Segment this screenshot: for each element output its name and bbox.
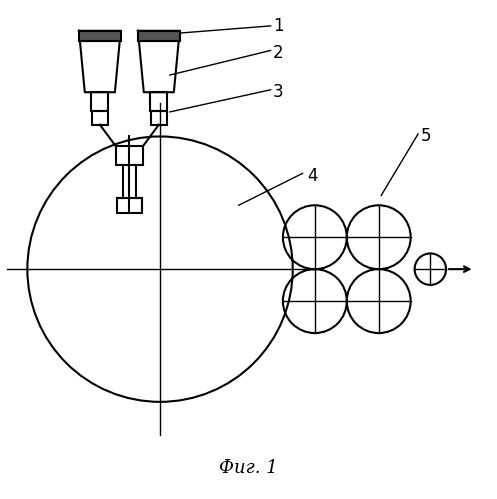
Text: 1: 1 <box>273 17 284 35</box>
Text: 2: 2 <box>273 44 284 62</box>
Bar <box>138 31 180 41</box>
Text: 3: 3 <box>273 83 284 101</box>
Bar <box>150 92 167 111</box>
Bar <box>117 198 142 213</box>
Text: Фиг. 1: Фиг. 1 <box>219 459 278 477</box>
Bar <box>151 111 166 125</box>
Bar <box>116 146 143 165</box>
Bar <box>79 31 121 41</box>
Bar <box>91 92 108 111</box>
Text: 5: 5 <box>420 127 431 146</box>
Text: 4: 4 <box>308 167 318 185</box>
Bar <box>92 111 108 125</box>
